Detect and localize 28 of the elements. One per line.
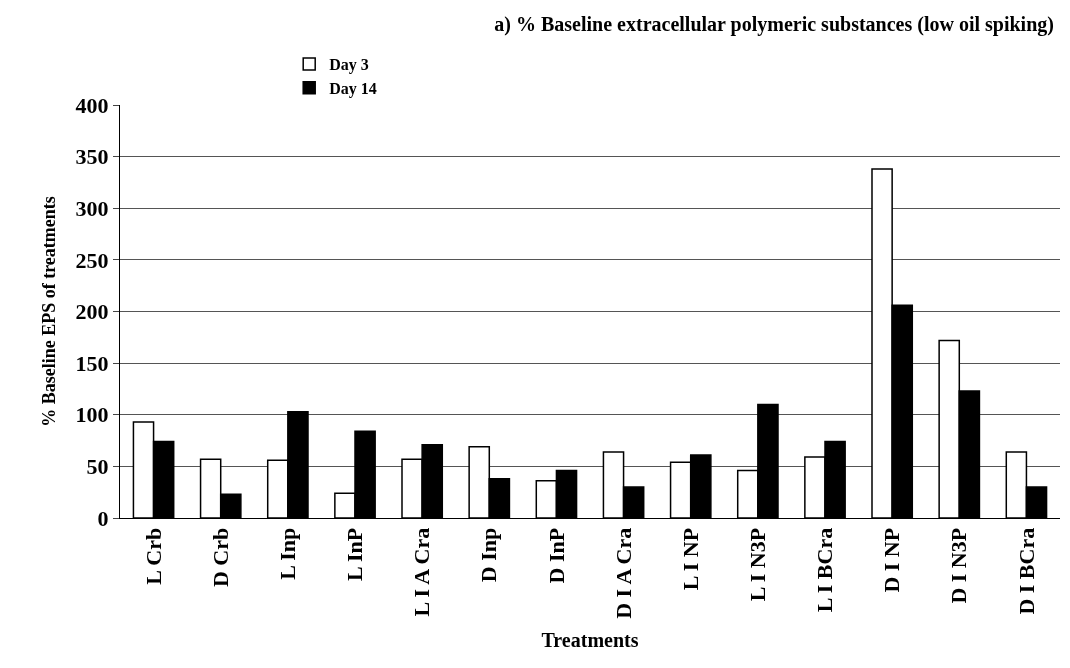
y-tick-label: 400 xyxy=(75,92,109,118)
y-tick-label: 100 xyxy=(75,402,109,428)
x-tick-label: D I N3P xyxy=(946,527,972,604)
y-tick-label: 250 xyxy=(75,247,109,273)
x-tick-label: D I BCra xyxy=(1013,527,1039,615)
legend-label: Day 3 xyxy=(329,56,369,75)
x-tick-label: L I NP xyxy=(677,527,703,591)
y-tick-label: 0 xyxy=(97,505,109,531)
y-tick-label: 200 xyxy=(75,299,109,325)
x-tick-label: L I BCra xyxy=(812,527,838,613)
y-tick-label: 300 xyxy=(75,195,109,221)
x-axis-title: Treatments xyxy=(541,629,639,652)
chart-title: a) % Baseline extracellular polymeric substances (low oil spiking) xyxy=(494,12,1054,36)
x-tick-label: D InP xyxy=(543,527,569,584)
x-tick-label: D I NP xyxy=(879,527,905,593)
x-tick-label: L I N3P xyxy=(745,527,771,602)
x-tick-label: L Inp xyxy=(275,527,301,580)
y-tick-label: 150 xyxy=(75,350,109,376)
x-tick-label: L Crb xyxy=(140,527,166,585)
x-tick-label: L InP xyxy=(342,527,368,581)
x-tick-label: D Crb xyxy=(207,527,233,588)
x-tick-label: D I A Cra xyxy=(610,527,636,619)
y-tick-label: 50 xyxy=(86,454,109,480)
y-tick-label: 350 xyxy=(75,144,109,170)
legend-label: Day 14 xyxy=(329,79,377,98)
x-tick-label: D Inp xyxy=(476,527,502,583)
y-axis-title: % Baseline EPS of treatments xyxy=(38,196,59,427)
x-tick-label: L I A Cra xyxy=(409,527,435,617)
